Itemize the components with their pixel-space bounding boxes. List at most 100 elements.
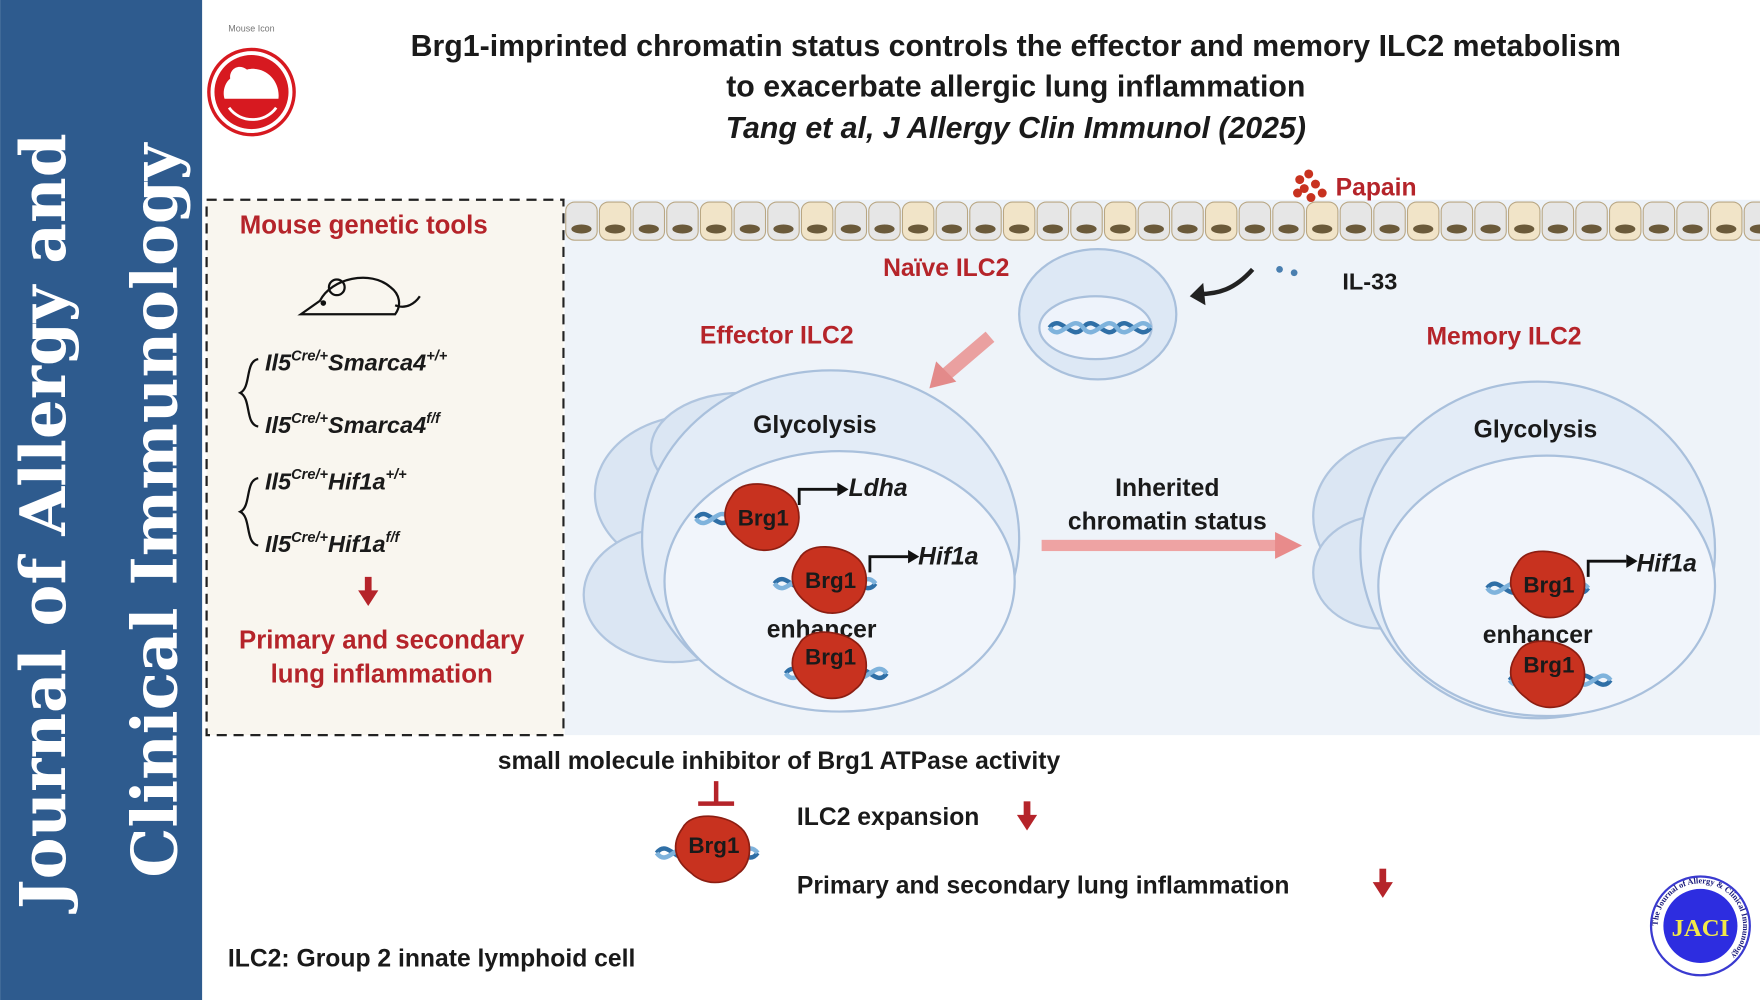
epithelial-nucleus	[1143, 224, 1164, 234]
footnote: ILC2: Group 2 innate lymphoid cell	[228, 945, 635, 972]
epithelial-nucleus	[1042, 224, 1063, 234]
down-arrow-icon	[1016, 801, 1038, 831]
memory-ilc2-label: Memory ILC2	[1427, 324, 1582, 351]
inherited-arrowhead	[1275, 531, 1302, 559]
effector-glycolysis-label: Glycolysis	[753, 412, 877, 439]
epithelial-cell	[1608, 201, 1642, 241]
genotype-2: Il5Cre/+Smarca4f/f	[265, 411, 442, 438]
epithelial-nucleus	[1413, 224, 1434, 234]
brg1-label: Brg1	[688, 833, 739, 858]
brg1-label: Brg1	[1523, 573, 1574, 598]
il33-label: IL-33	[1342, 269, 1397, 295]
title-line1: Brg1-imprinted chromatin status controls…	[411, 30, 1621, 63]
logo-caption: Mouse Icon	[228, 23, 274, 33]
epithelial-cell	[632, 201, 666, 241]
epithelial-nucleus	[571, 224, 592, 234]
svg-text:JACI: JACI	[1672, 915, 1730, 942]
epithelial-nucleus	[1749, 224, 1760, 234]
epithelial-cell	[1541, 201, 1575, 241]
citation: Tang et al, J Allergy Clin Immunol (2025…	[726, 112, 1306, 145]
epithelial-cell	[800, 201, 834, 241]
epithelial-nucleus	[605, 224, 626, 234]
epithelial-cell	[1305, 201, 1339, 241]
papain-label: Papain	[1336, 174, 1417, 201]
epithelial-nucleus	[1446, 224, 1467, 234]
epithelial-nucleus	[739, 224, 760, 234]
genotype-1: Il5Cre/+Smarca4+/+	[265, 348, 448, 375]
outcome-line2: lung inflammation	[271, 660, 493, 688]
epithelial-cell	[834, 201, 868, 241]
epithelial-nucleus	[1379, 224, 1400, 234]
epithelial-cell	[699, 201, 733, 241]
epithelial-nucleus	[941, 224, 962, 234]
epithelial-nucleus	[1009, 224, 1030, 234]
il33-dot	[1276, 265, 1283, 273]
epithelial-cell	[666, 201, 699, 241]
differentiation-arrow	[938, 331, 995, 383]
naive-ilc2-label: Naïve ILC2	[883, 255, 1009, 282]
epithelial-cell	[1002, 201, 1036, 241]
epithelial-cell	[1406, 201, 1440, 241]
hif1a-label: Hif1a	[918, 544, 978, 571]
ilc2-expansion-label: ILC2 expansion	[797, 804, 979, 831]
mouse-tools-panel	[205, 198, 565, 737]
il33-arrowhead	[1189, 282, 1206, 306]
epithelial-nucleus	[1076, 224, 1097, 234]
epithelial-cell	[1440, 201, 1474, 241]
title-line2: to exacerbate allergic lung inflammation	[726, 71, 1305, 104]
epithelial-cell	[1238, 201, 1272, 241]
jaci-logo: JACI The Journal of Allergy & Clinical I…	[1649, 875, 1751, 977]
epithelial-nucleus	[1480, 224, 1501, 234]
epithelial-cell	[1204, 201, 1238, 241]
epithelial-nucleus	[975, 224, 996, 234]
mouse-tools-heading: Mouse genetic tools	[240, 211, 488, 239]
epithelial-cell	[1272, 201, 1305, 241]
mouse-icon	[207, 47, 296, 137]
brg1-label: Brg1	[805, 644, 856, 669]
naive-nucleus	[1038, 295, 1153, 361]
epithelial-cell	[1103, 201, 1137, 241]
memory-glycolysis-label: Glycolysis	[1474, 417, 1598, 444]
epithelial-nucleus	[773, 224, 794, 234]
epithelial-cell	[901, 201, 935, 241]
epithelial-nucleus	[706, 224, 727, 234]
epithelial-cell	[598, 201, 632, 241]
genotype-4: Il5Cre/+Hif1af/f	[265, 530, 402, 557]
epithelial-nucleus	[908, 224, 929, 234]
epithelial-cell	[1339, 201, 1373, 241]
lung-inflammation-label: Primary and secondary lung inflammation	[797, 872, 1289, 899]
epithelial-nucleus	[1615, 224, 1636, 234]
epithelial-cell	[1575, 201, 1608, 241]
ldha-label: Ldha	[849, 475, 908, 502]
epithelial-nucleus	[1177, 224, 1198, 234]
brace-smarca4	[237, 358, 259, 428]
inherited-arrow	[1041, 539, 1278, 552]
epithelial-cell	[1709, 201, 1743, 241]
epithelial-nucleus	[840, 224, 861, 234]
mouse-outline-icon	[297, 276, 421, 316]
genotype-3: Il5Cre/+Hif1a+/+	[265, 467, 407, 494]
epithelial-nucleus	[1278, 224, 1299, 234]
differentiation-arrowhead	[929, 361, 957, 389]
brg1-label: Brg1	[1523, 652, 1574, 677]
epithelial-cell	[935, 201, 969, 241]
epithelial-nucleus	[1581, 224, 1602, 234]
epithelial-cell	[1507, 201, 1541, 241]
epithelial-nucleus	[672, 224, 693, 234]
epithelial-nucleus	[1211, 224, 1232, 234]
epithelial-nucleus	[1345, 224, 1366, 234]
epithelial-nucleus	[1514, 224, 1535, 234]
epithelial-nucleus	[1648, 224, 1670, 234]
journal-name-line2: Clinical Immunology	[117, 141, 191, 877]
epithelial-nucleus	[1110, 224, 1131, 234]
epithelial-cell	[1642, 201, 1676, 241]
epithelial-nucleus	[1312, 224, 1333, 234]
epithelial-cell	[767, 201, 800, 241]
epithelial-cell	[1036, 201, 1070, 241]
epithelial-nucleus	[874, 224, 895, 234]
inherited-line1: Inherited	[1115, 475, 1219, 502]
epithelial-cell	[868, 201, 901, 241]
epithelial-cell	[1743, 201, 1760, 241]
epithelial-nucleus	[1682, 224, 1703, 234]
